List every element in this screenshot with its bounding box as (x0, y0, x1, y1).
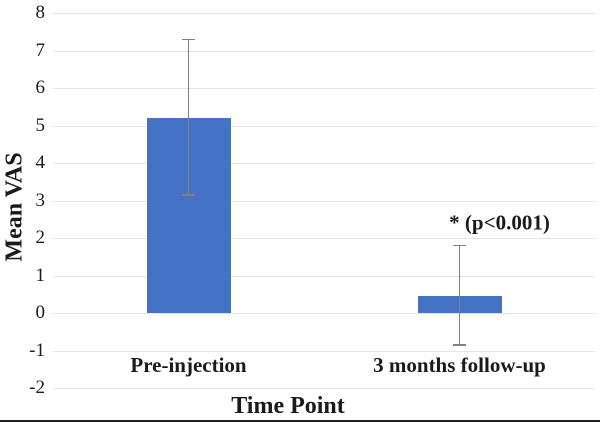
error-bar (187, 39, 190, 195)
y-tick-label: 6 (35, 77, 46, 98)
category-label: 3 months follow-up (373, 353, 546, 377)
gridline (53, 13, 595, 14)
y-tick-label: 2 (35, 227, 46, 248)
error-bar-cap (453, 244, 466, 247)
x-axis-title: Time Point (231, 393, 345, 419)
significance-annotation: * (p<0.001) (449, 210, 550, 235)
gridline (53, 313, 595, 314)
y-tick-label: 3 (35, 189, 46, 211)
gridline (53, 50, 595, 52)
gridline (53, 200, 595, 202)
y-tick-label: -1 (29, 339, 45, 361)
error-bar-cap (453, 344, 466, 346)
gridline (53, 238, 595, 239)
error-bar (458, 245, 461, 345)
y-tick-label: 0 (35, 302, 46, 323)
gridline (53, 388, 595, 389)
y-tick-label: 7 (35, 39, 46, 61)
gridline (53, 350, 595, 352)
gridline (53, 163, 595, 164)
gridline (53, 275, 595, 277)
y-axis-title: Mean VAS (1, 152, 28, 262)
y-tick-label: 1 (35, 264, 46, 286)
category-label: Pre-injection (130, 353, 247, 377)
error-bar-cap (182, 194, 195, 196)
error-bar-cap (182, 38, 195, 40)
y-tick-label: -2 (29, 377, 45, 398)
y-tick-label: 8 (35, 2, 46, 23)
y-tick-label: 4 (35, 152, 46, 173)
gridline (53, 125, 595, 127)
gridline (53, 88, 595, 89)
y-tick-label: 5 (35, 114, 46, 136)
